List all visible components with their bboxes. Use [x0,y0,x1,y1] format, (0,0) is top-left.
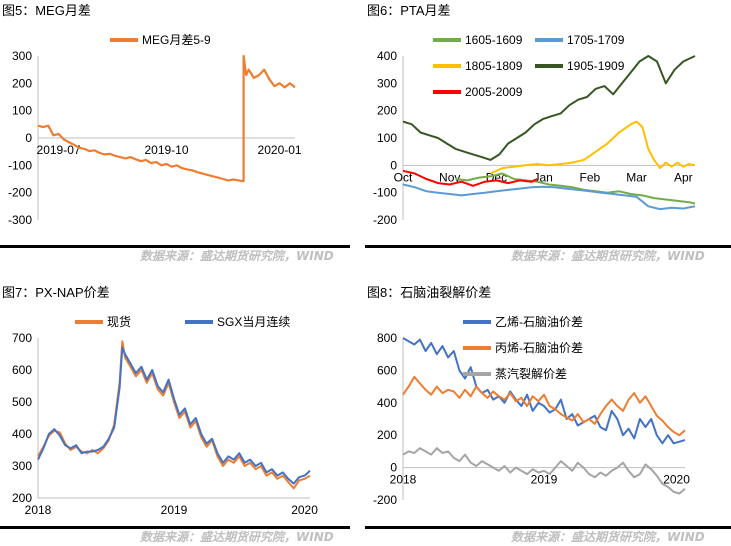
x-tick-label: 2020-01 [258,143,302,157]
series-line [402,183,696,211]
y-tick-label: 200 [377,104,397,118]
x-tick-label: Mar [626,170,647,184]
y-tick-label: -200 [373,493,397,507]
series-line [402,375,686,437]
x-tick-label: 2018 [390,473,417,487]
chart-naphtha: -200 0 200 400 600 800 2018 2019 2020 乙烯-石脑油价差丙烯-… [373,315,690,507]
series-line [402,55,696,161]
y-tick-label: 300 [12,459,32,473]
panel-divider [0,245,350,248]
y-tick-label: 300 [12,49,32,63]
chart-panel-pta: 图6：PTA月差 -200 -100 0 100 200 300 400 Oct Nov Dec J… [365,0,731,270]
source-note: 数据来源：盛达期货研究院，WIND [511,249,705,263]
y-tick-label: 800 [377,331,397,345]
series-line [402,337,686,445]
x-tick-label: 2019-07 [37,143,81,157]
series-line [37,340,311,490]
chart-meg: -300 -200 -100 0 100 200 300 2019-07 2019-10 2020… [8,33,302,227]
legend-label: 蒸汽裂解价差 [495,366,567,381]
x-tick-label: 2020 [663,473,690,487]
y-tick-label: 500 [12,395,32,409]
legend-label: MEG月差5-9 [142,33,211,47]
chart-title: 图7：PX-NAP价差 [2,285,110,300]
y-tick-label: 600 [12,363,32,377]
x-tick-label: 2020 [291,503,318,517]
series-line [402,169,538,187]
y-tick-label: 100 [12,104,32,118]
y-tick-label: 300 [377,76,397,90]
legend-label: 1705-1709 [567,33,625,47]
chart-panel-px-nap: 图7：PX-NAP价差 200 300 400 500 600 700 2018 2019 20… [0,282,350,546]
x-tick-label: 2019-10 [144,143,188,157]
y-tick-label: 100 [377,131,397,145]
y-tick-label: 0 [25,131,32,145]
chart-title: 图8：石脑油裂解价差 [367,285,492,300]
series-line [402,447,686,495]
chart-panel-meg: 图5：MEG月差 -300 -200 -100 0 100 200 300 2019-07 20… [0,0,350,270]
x-tick-label: 2019 [161,503,188,517]
legend-label: 1905-1909 [567,59,625,73]
panel-divider [365,526,731,529]
series-line [455,172,696,205]
x-tick-label: 2019 [531,473,558,487]
y-tick-label: 600 [377,363,397,377]
y-tick-label: 0 [390,158,397,172]
y-tick-label: 200 [12,76,32,90]
chart-title: 图6：PTA月差 [367,3,451,18]
panel-divider [365,245,731,248]
y-tick-label: 700 [12,331,32,345]
source-note: 数据来源：盛达期货研究院，WIND [511,530,705,544]
series-line [490,120,696,175]
series-line [37,54,296,183]
y-tick-label: -100 [8,158,32,172]
y-tick-label: 0 [390,461,397,475]
x-tick-label: Apr [674,170,693,184]
legend-label: 乙烯-石脑油价差 [495,315,583,329]
series-line [37,346,311,485]
legend-label: 丙烯-石脑油价差 [495,341,583,355]
legend-label: 1605-1609 [465,33,523,47]
x-tick-label: 2018 [25,503,52,517]
panel-divider [0,526,350,529]
chart-title: 图5：MEG月差 [2,3,91,18]
legend-label: SGX当月连续 [217,314,290,329]
chart-px-nap: 200 300 400 500 600 700 2018 2019 2020 现货 SGX当月连续 [12,314,318,517]
y-tick-label: 200 [12,491,32,505]
x-tick-label: Nov [439,170,460,184]
x-tick-label: Feb [580,170,601,184]
source-note: 数据来源：盛达期货研究院，WIND [140,530,334,544]
source-note: 数据来源：盛达期货研究院，WIND [140,249,334,263]
y-tick-label: 200 [377,428,397,442]
x-tick-label: Oct [394,170,413,184]
legend-label: 1805-1809 [465,59,523,73]
y-tick-label: -300 [8,213,32,227]
y-tick-label: 400 [12,427,32,441]
chart-panel-naphtha: 图8：石脑油裂解价差 -200 0 200 400 600 800 2018 2019 2020… [365,282,731,546]
y-tick-label: 400 [377,49,397,63]
legend-label: 现货 [107,314,131,329]
y-tick-label: -200 [8,186,32,200]
y-tick-label: -200 [373,213,397,227]
y-tick-label: -100 [373,186,397,200]
x-tick-label: Jan [533,170,552,184]
y-tick-label: 400 [377,396,397,410]
legend-label: 2005-2009 [465,85,523,99]
